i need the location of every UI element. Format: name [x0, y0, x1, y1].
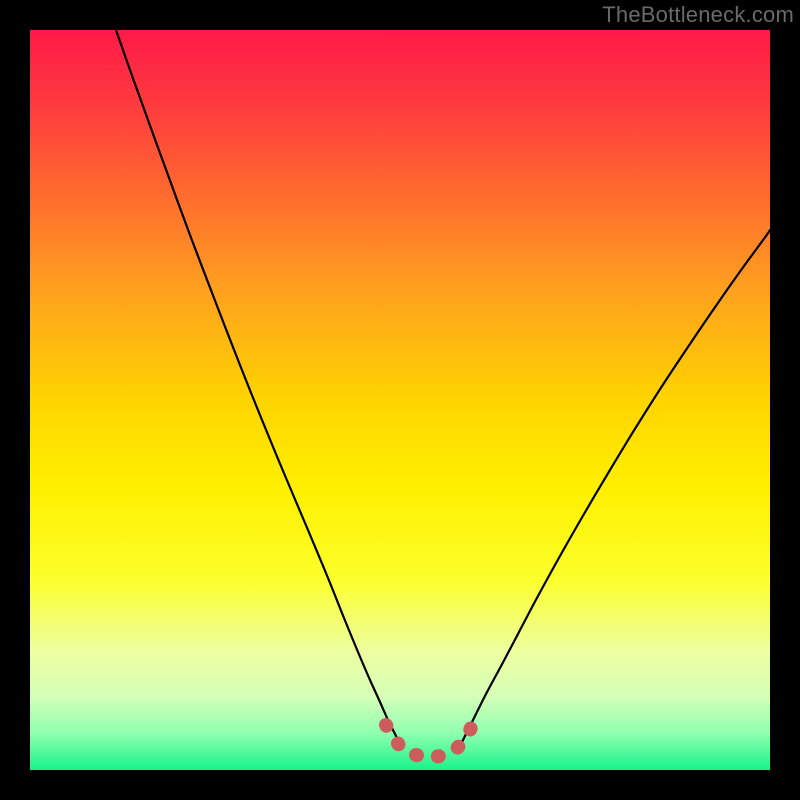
plot-area [30, 30, 770, 770]
watermark-text: TheBottleneck.com [602, 2, 794, 28]
valley-chain-segment [386, 725, 471, 757]
curve-right [462, 230, 770, 742]
chart-frame: TheBottleneck.com [0, 0, 800, 800]
curve-left [116, 30, 399, 742]
curves-layer [30, 30, 770, 770]
